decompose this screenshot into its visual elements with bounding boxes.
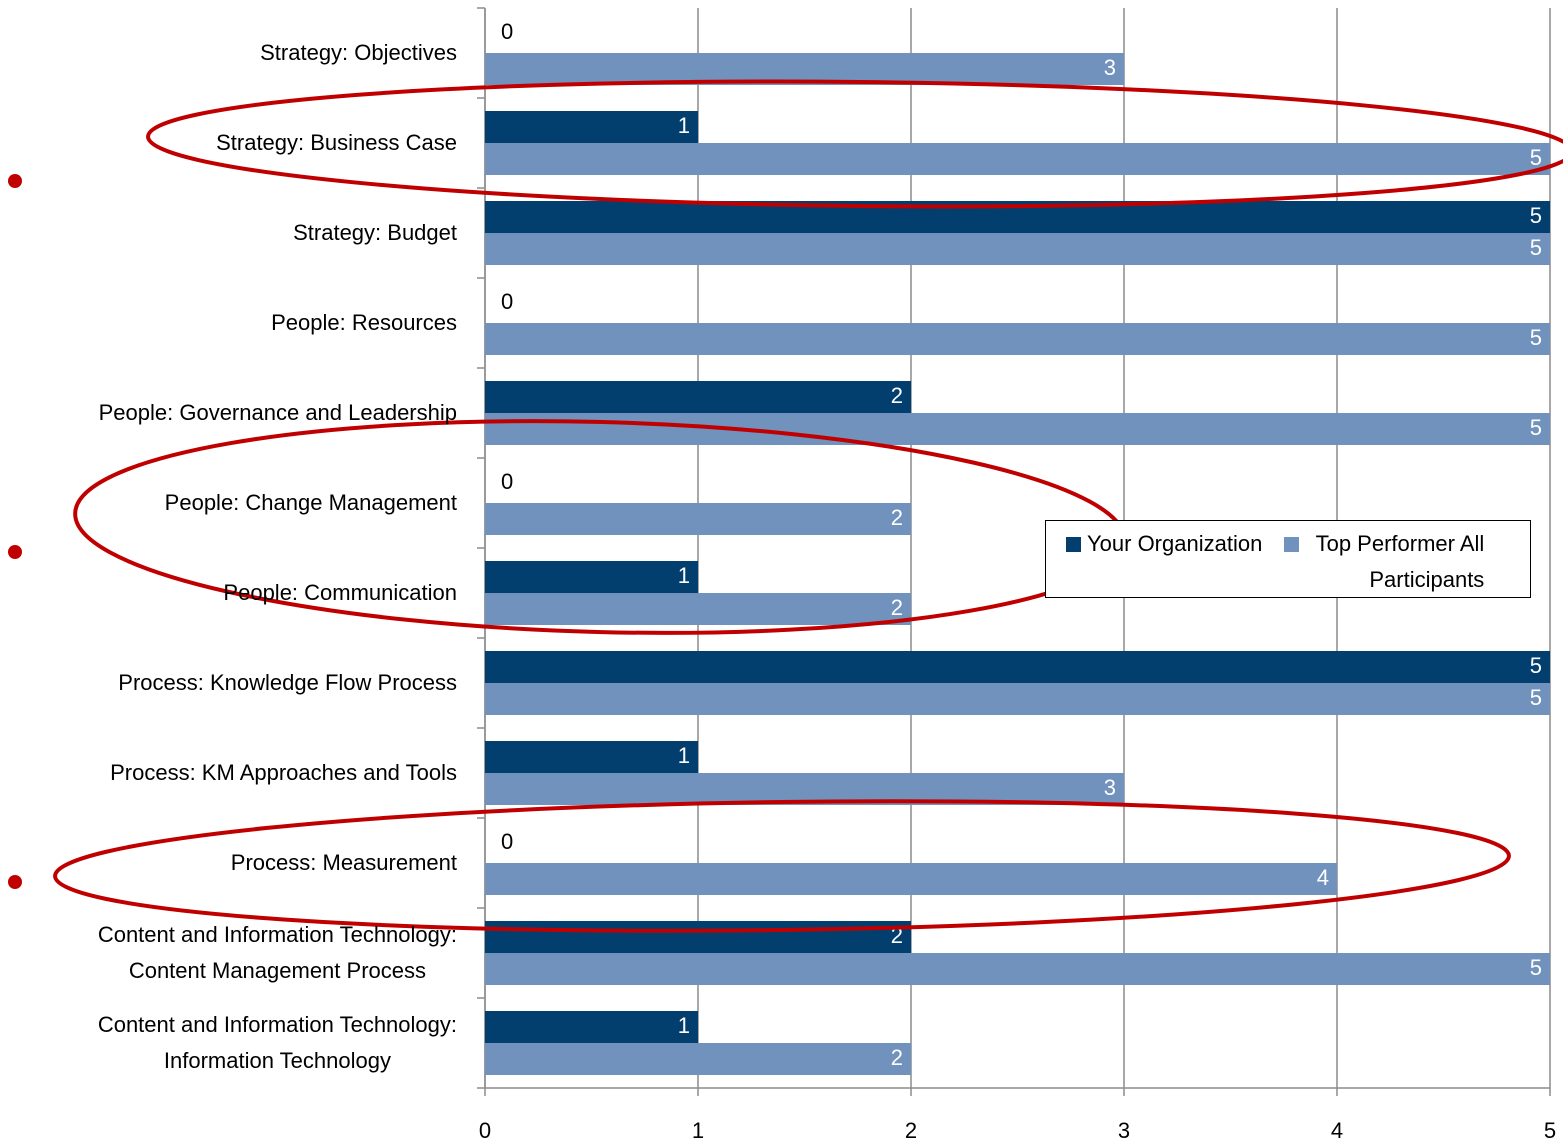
x-tick-label: 1 xyxy=(692,1118,704,1143)
bar xyxy=(485,381,911,413)
data-label: 0 xyxy=(501,469,513,494)
data-label: 0 xyxy=(501,19,513,44)
data-label: 3 xyxy=(1104,55,1116,80)
data-label: 5 xyxy=(1530,415,1542,440)
x-tick-label: 2 xyxy=(905,1118,917,1143)
legend-label: Your Organization xyxy=(1087,531,1263,556)
y-tick-label: Content and Information Technology: Info… xyxy=(97,1012,457,1073)
data-label: 5 xyxy=(1530,653,1542,678)
legend-swatch xyxy=(1066,537,1081,552)
bar xyxy=(485,503,911,535)
x-tick-label: 3 xyxy=(1118,1118,1130,1143)
legend-swatch xyxy=(1284,537,1300,552)
x-tick-label: 4 xyxy=(1331,1118,1343,1143)
x-tick-label: 5 xyxy=(1544,1118,1556,1143)
x-tick-label: 0 xyxy=(479,1118,491,1143)
bar xyxy=(485,143,1550,175)
data-label: 3 xyxy=(1104,775,1116,800)
bar xyxy=(485,953,1550,985)
bar xyxy=(485,773,1124,805)
y-tick-label: People: Change Management xyxy=(164,490,457,515)
data-label: 2 xyxy=(891,505,903,530)
y-tick-label: People: Communication xyxy=(223,580,457,605)
y-tick-label: Strategy: Budget xyxy=(293,220,457,245)
data-label: 2 xyxy=(891,595,903,620)
y-tick-label: Strategy: Objectives xyxy=(260,40,457,65)
data-label: 0 xyxy=(501,289,513,314)
bar xyxy=(485,921,911,953)
bar xyxy=(485,683,1550,715)
grid: 0 1 2 3 4 5 xyxy=(477,7,1556,1143)
y-tick-label: Process: KM Approaches and Tools xyxy=(110,760,457,785)
data-label: 5 xyxy=(1530,685,1542,710)
bar xyxy=(485,233,1550,265)
y-tick-label: Strategy: Business Case xyxy=(216,130,457,155)
bar xyxy=(485,323,1550,355)
y-tick-label: Process: Measurement xyxy=(230,850,457,875)
data-label: 1 xyxy=(678,113,690,138)
bar xyxy=(485,741,698,773)
y-tick-label: Process: Knowledge Flow Process xyxy=(118,670,457,695)
data-label: 4 xyxy=(1317,865,1329,890)
data-label: 5 xyxy=(1530,955,1542,980)
data-label: 0 xyxy=(501,829,513,854)
y-tick-label: Content and Information Technology: Cont… xyxy=(97,922,457,983)
bar xyxy=(485,863,1337,895)
data-label: 2 xyxy=(891,383,903,408)
highlight-ellipse xyxy=(53,799,1511,933)
bar xyxy=(485,1043,911,1075)
data-label: 5 xyxy=(1530,203,1542,228)
bullet xyxy=(8,174,22,188)
data-label: 1 xyxy=(678,1013,690,1038)
data-label: 1 xyxy=(678,563,690,588)
data-label: 1 xyxy=(678,743,690,768)
bar xyxy=(485,561,698,593)
data-label: 2 xyxy=(891,1045,903,1070)
legend-entry: Top Performer All Participants xyxy=(1284,526,1484,597)
data-label: 5 xyxy=(1530,325,1542,350)
highlight-ellipse xyxy=(146,79,1563,209)
bullet xyxy=(8,875,22,889)
bar xyxy=(485,111,698,143)
y-tick-label: People: Governance and Leadership xyxy=(98,400,457,425)
legend: Your Organization Top Performer All Parti… xyxy=(1045,520,1531,598)
bar xyxy=(485,593,911,625)
bar xyxy=(485,413,1550,445)
bullet xyxy=(8,545,22,559)
data-label: 5 xyxy=(1530,145,1542,170)
legend-label: Top Performer All Participants xyxy=(1315,531,1485,592)
data-label: 5 xyxy=(1530,235,1542,260)
legend-entry: Your Organization xyxy=(1066,526,1262,597)
bar xyxy=(485,651,1550,683)
bar xyxy=(485,1011,698,1043)
y-tick-label: People: Resources xyxy=(271,310,457,335)
